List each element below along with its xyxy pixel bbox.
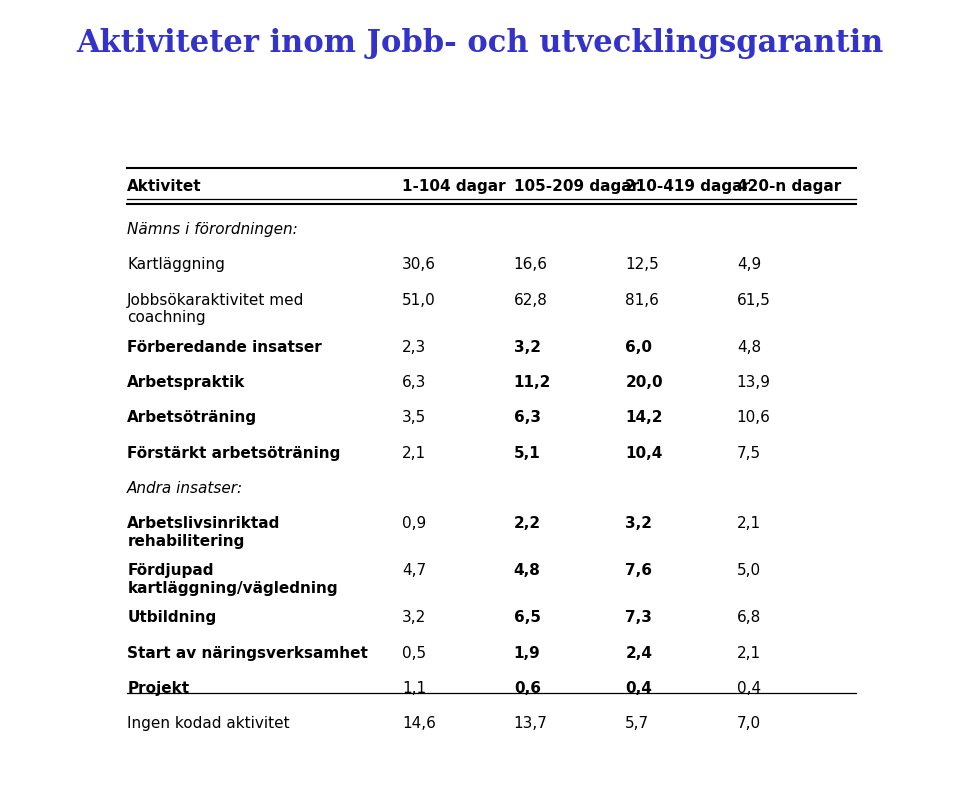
Text: 6,5: 6,5 [514, 609, 541, 625]
Text: 3,5: 3,5 [403, 410, 427, 425]
Text: 2,3: 2,3 [403, 340, 427, 354]
Text: 0,5: 0,5 [403, 645, 427, 660]
Text: 4,9: 4,9 [737, 257, 761, 272]
Text: 6,3: 6,3 [403, 375, 427, 389]
Text: 7,6: 7,6 [625, 563, 652, 577]
Text: 7,5: 7,5 [737, 445, 760, 460]
Text: 0,4: 0,4 [737, 680, 760, 695]
Text: 13,7: 13,7 [514, 715, 548, 730]
Text: 10,4: 10,4 [625, 445, 663, 460]
Text: 20,0: 20,0 [625, 375, 663, 389]
Text: Ingen kodad aktivitet: Ingen kodad aktivitet [128, 715, 290, 730]
Text: Nämns i förordningen:: Nämns i förordningen: [128, 222, 298, 237]
Text: 6,8: 6,8 [737, 609, 761, 625]
Text: 14,6: 14,6 [403, 715, 436, 730]
Text: Arbetslivsinriktad
rehabilitering: Arbetslivsinriktad rehabilitering [128, 516, 281, 548]
Text: 5,0: 5,0 [737, 563, 760, 577]
Text: 1,9: 1,9 [514, 645, 541, 660]
Text: Arbetspraktik: Arbetspraktik [128, 375, 246, 389]
Text: 10,6: 10,6 [737, 410, 771, 425]
Text: 62,8: 62,8 [514, 292, 548, 308]
Text: 0,6: 0,6 [514, 680, 541, 695]
Text: 51,0: 51,0 [403, 292, 436, 308]
Text: 2,1: 2,1 [737, 645, 760, 660]
Text: Utbildning: Utbildning [128, 609, 217, 625]
Text: 3,2: 3,2 [514, 340, 541, 354]
Text: 2,2: 2,2 [514, 516, 541, 531]
Text: 5,7: 5,7 [625, 715, 649, 730]
Text: Kartläggning: Kartläggning [128, 257, 225, 272]
Text: 61,5: 61,5 [737, 292, 771, 308]
Text: 6,3: 6,3 [514, 410, 541, 425]
Text: Aktivitet: Aktivitet [128, 178, 202, 194]
Text: 3,2: 3,2 [625, 516, 652, 531]
Text: 6,0: 6,0 [625, 340, 652, 354]
Text: 2,1: 2,1 [737, 516, 760, 531]
Text: 0,9: 0,9 [403, 516, 427, 531]
Text: 105-209 dagar: 105-209 dagar [514, 178, 639, 194]
Text: 11,2: 11,2 [514, 375, 551, 389]
Text: 5,1: 5,1 [514, 445, 541, 460]
Text: Fördjupad
kartläggning/vägledning: Fördjupad kartläggning/vägledning [128, 563, 338, 595]
Text: 1-104 dagar: 1-104 dagar [403, 178, 506, 194]
Text: 2,4: 2,4 [625, 645, 652, 660]
Text: 2,1: 2,1 [403, 445, 427, 460]
Text: Arbetsöträning: Arbetsöträning [128, 410, 257, 425]
Text: 1,1: 1,1 [403, 680, 427, 695]
Text: 13,9: 13,9 [737, 375, 771, 389]
Text: 16,6: 16,6 [514, 257, 548, 272]
Text: 3,2: 3,2 [403, 609, 427, 625]
Text: 12,5: 12,5 [625, 257, 659, 272]
Text: 4,8: 4,8 [514, 563, 541, 577]
Text: Start av näringsverksamhet: Start av näringsverksamhet [128, 645, 368, 660]
Text: Projekt: Projekt [128, 680, 190, 695]
Text: Andra insatser:: Andra insatser: [128, 480, 244, 495]
Text: Aktiviteter inom Jobb- och utvecklingsgarantin: Aktiviteter inom Jobb- och utvecklingsga… [76, 28, 883, 59]
Text: 420-n dagar: 420-n dagar [737, 178, 841, 194]
Text: 0,4: 0,4 [625, 680, 652, 695]
Text: 7,3: 7,3 [625, 609, 652, 625]
Text: Förberedande insatser: Förberedande insatser [128, 340, 322, 354]
Text: 4,8: 4,8 [737, 340, 760, 354]
Text: 81,6: 81,6 [625, 292, 659, 308]
Text: Förstärkt arbetsöträning: Förstärkt arbetsöträning [128, 445, 340, 460]
Text: Jobbsökaraktivitet med
coachning: Jobbsökaraktivitet med coachning [128, 292, 305, 324]
Text: 14,2: 14,2 [625, 410, 663, 425]
Text: 4,7: 4,7 [403, 563, 427, 577]
Text: 30,6: 30,6 [403, 257, 436, 272]
Text: 210-419 dagar: 210-419 dagar [625, 178, 750, 194]
Text: 7,0: 7,0 [737, 715, 760, 730]
